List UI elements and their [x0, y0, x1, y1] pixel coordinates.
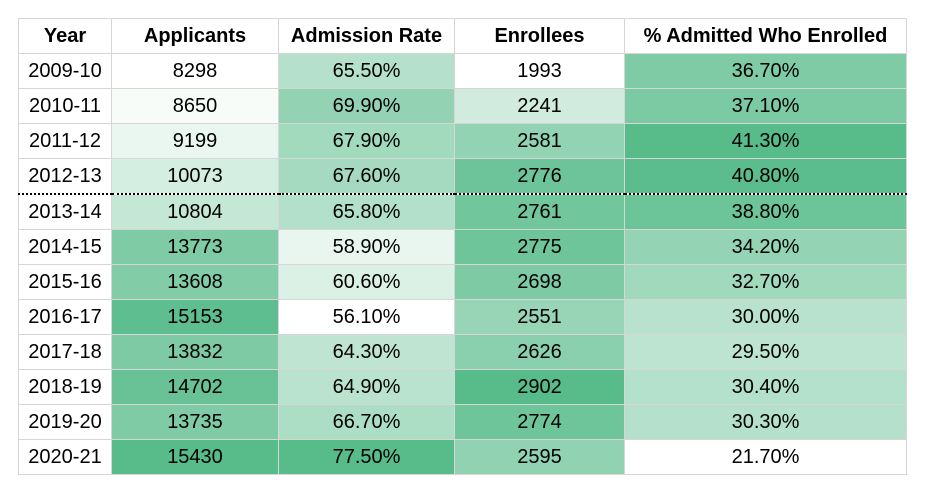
- table-row: 2019-20 13735 66.70% 2774 30.30%: [18, 404, 907, 440]
- admission-rate-cell: 65.80%: [278, 193, 455, 230]
- pct-enrolled-cell: 40.80%: [624, 158, 907, 195]
- table-row: 2018-19 14702 64.90% 2902 30.40%: [18, 369, 907, 405]
- enrollees-cell: 2775: [454, 229, 625, 265]
- table-row: 2016-17 15153 56.10% 2551 30.00%: [18, 299, 907, 335]
- table-row: 2012-13 10073 67.60% 2776 40.80%: [18, 158, 907, 195]
- admission-rate-cell: 60.60%: [278, 264, 455, 300]
- year-cell: 2019-20: [18, 404, 112, 440]
- applicants-cell: 15153: [111, 299, 279, 335]
- header-enrollees: Enrollees: [454, 18, 625, 54]
- applicants-cell: 14702: [111, 369, 279, 405]
- header-pct-admitted-enrolled: % Admitted Who Enrolled: [624, 18, 907, 54]
- applicants-cell: 10804: [111, 193, 279, 230]
- year-cell: 2018-19: [18, 369, 112, 405]
- table-row: 2015-16 13608 60.60% 2698 32.70%: [18, 264, 907, 300]
- applicants-cell: 8298: [111, 53, 279, 89]
- enrollees-cell: 2761: [454, 193, 625, 230]
- year-cell: 2014-15: [18, 229, 112, 265]
- enrollees-cell: 2595: [454, 439, 625, 475]
- header-admission-rate: Admission Rate: [278, 18, 455, 54]
- applicants-cell: 13832: [111, 334, 279, 370]
- table-row: 2013-14 10804 65.80% 2761 38.80%: [18, 193, 907, 230]
- year-cell: 2017-18: [18, 334, 112, 370]
- enrollees-cell: 2581: [454, 123, 625, 159]
- applicants-cell: 13735: [111, 404, 279, 440]
- header-year: Year: [18, 18, 112, 54]
- pct-enrolled-cell: 37.10%: [624, 88, 907, 124]
- pct-enrolled-cell: 29.50%: [624, 334, 907, 370]
- admission-rate-cell: 65.50%: [278, 53, 455, 89]
- admission-rate-cell: 69.90%: [278, 88, 455, 124]
- header-row: Year Applicants Admission Rate Enrollees…: [18, 18, 907, 54]
- year-cell: 2012-13: [18, 158, 112, 195]
- table-row: 2020-21 15430 77.50% 2595 21.70%: [18, 439, 907, 475]
- applicants-cell: 13608: [111, 264, 279, 300]
- pct-enrolled-cell: 30.30%: [624, 404, 907, 440]
- applicants-cell: 8650: [111, 88, 279, 124]
- enrollees-cell: 2698: [454, 264, 625, 300]
- applicants-cell: 13773: [111, 229, 279, 265]
- year-cell: 2020-21: [18, 439, 112, 475]
- table-body: 2009-10 8298 65.50% 1993 36.70% 2010-11 8650 69…: [18, 53, 907, 475]
- pct-enrolled-cell: 32.70%: [624, 264, 907, 300]
- enrollees-cell: 2551: [454, 299, 625, 335]
- pct-enrolled-cell: 36.70%: [624, 53, 907, 89]
- pct-enrolled-cell: 21.70%: [624, 439, 907, 475]
- admission-rate-cell: 64.90%: [278, 369, 455, 405]
- enrollees-cell: 2774: [454, 404, 625, 440]
- table-container: Year Applicants Admission Rate Enrollees…: [18, 18, 907, 475]
- pct-enrolled-cell: 30.00%: [624, 299, 907, 335]
- pct-enrolled-cell: 38.80%: [624, 193, 907, 230]
- table-row: 2014-15 13773 58.90% 2775 34.20%: [18, 229, 907, 265]
- table-row: 2010-11 8650 69.90% 2241 37.10%: [18, 88, 907, 124]
- admission-rate-cell: 66.70%: [278, 404, 455, 440]
- enrollees-cell: 1993: [454, 53, 625, 89]
- admission-rate-cell: 67.60%: [278, 158, 455, 195]
- admission-rate-cell: 64.30%: [278, 334, 455, 370]
- pct-enrolled-cell: 30.40%: [624, 369, 907, 405]
- year-cell: 2010-11: [18, 88, 112, 124]
- table-row: 2011-12 9199 67.90% 2581 41.30%: [18, 123, 907, 159]
- year-cell: 2011-12: [18, 123, 112, 159]
- applicants-cell: 9199: [111, 123, 279, 159]
- table-row: 2017-18 13832 64.30% 2626 29.50%: [18, 334, 907, 370]
- year-cell: 2009-10: [18, 53, 112, 89]
- pct-enrolled-cell: 41.30%: [624, 123, 907, 159]
- applicants-cell: 15430: [111, 439, 279, 475]
- year-cell: 2015-16: [18, 264, 112, 300]
- admissions-table: Year Applicants Admission Rate Enrollees…: [18, 18, 907, 475]
- pct-enrolled-cell: 34.20%: [624, 229, 907, 265]
- admission-rate-cell: 77.50%: [278, 439, 455, 475]
- year-cell: 2013-14: [18, 193, 112, 230]
- admission-rate-cell: 67.90%: [278, 123, 455, 159]
- enrollees-cell: 2626: [454, 334, 625, 370]
- enrollees-cell: 2902: [454, 369, 625, 405]
- admission-rate-cell: 56.10%: [278, 299, 455, 335]
- admission-rate-cell: 58.90%: [278, 229, 455, 265]
- table-row: 2009-10 8298 65.50% 1993 36.70%: [18, 53, 907, 89]
- enrollees-cell: 2776: [454, 158, 625, 195]
- enrollees-cell: 2241: [454, 88, 625, 124]
- applicants-cell: 10073: [111, 158, 279, 195]
- year-cell: 2016-17: [18, 299, 112, 335]
- header-applicants: Applicants: [111, 18, 279, 54]
